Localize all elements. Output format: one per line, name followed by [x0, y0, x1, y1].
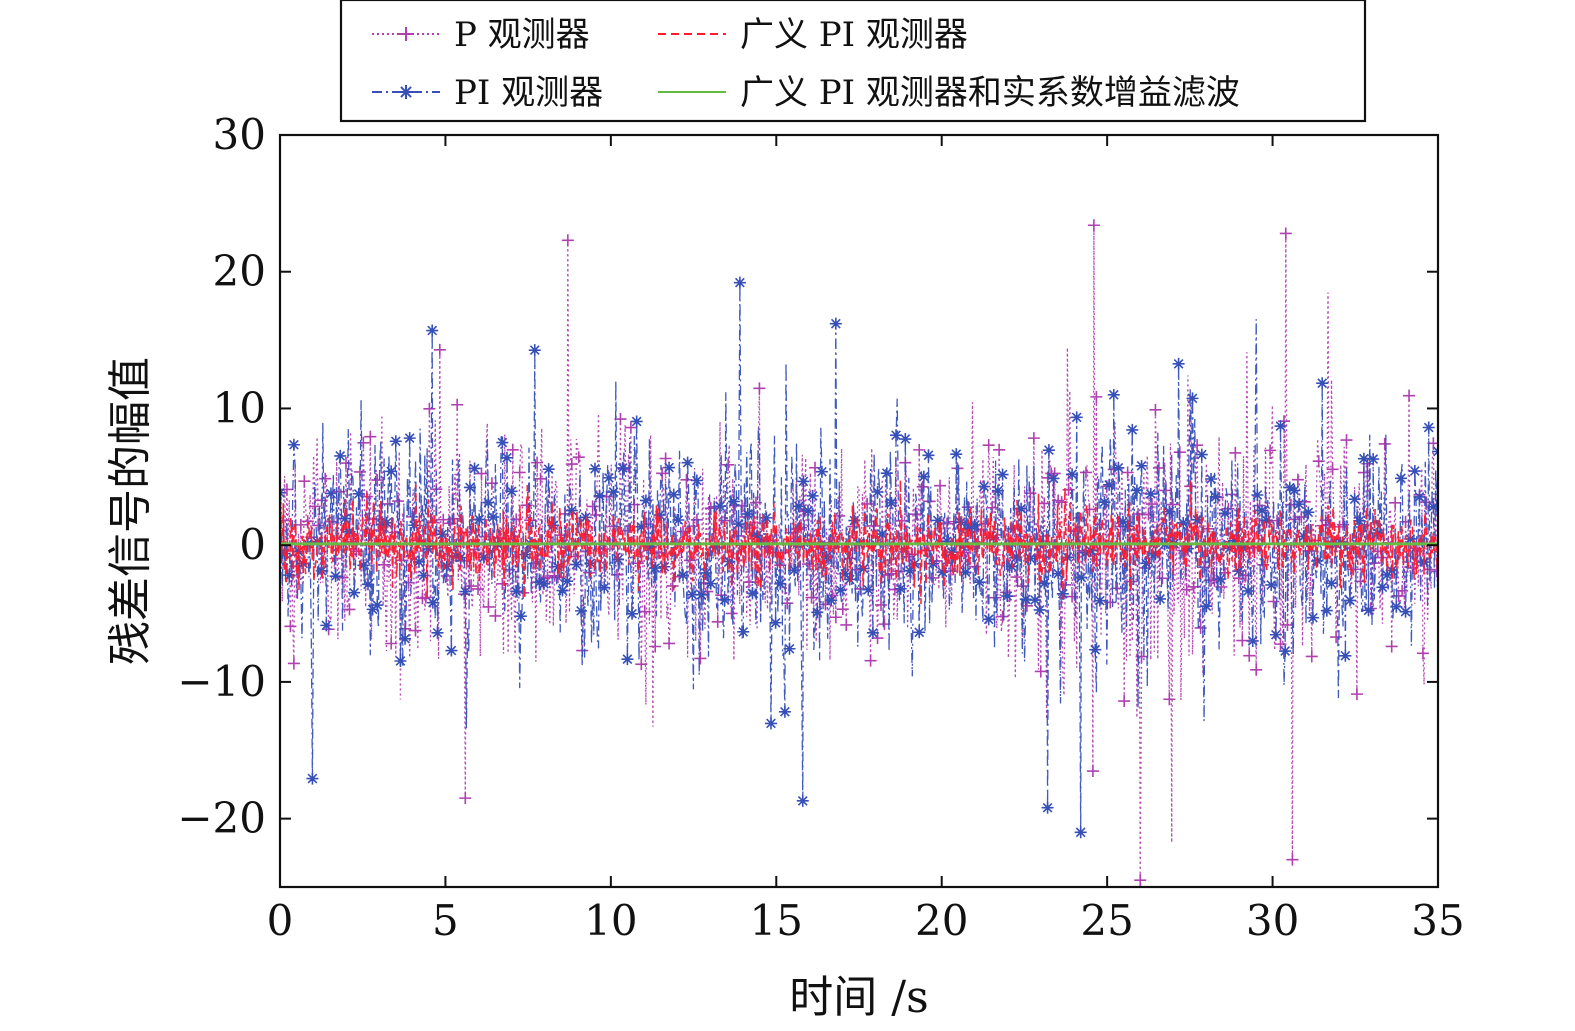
x-tick-label: 25: [1080, 896, 1133, 945]
x-tick-label: 5: [432, 896, 459, 945]
tick-layer: 0 5 10 15 20 25 30 35 −20 −10 0 10 20 30: [177, 110, 1464, 945]
y-tick-label: −20: [177, 794, 266, 843]
y-tick-label: 20: [213, 247, 266, 296]
legend-entry: P 观测器: [372, 15, 590, 55]
x-tick-label: 35: [1411, 896, 1464, 945]
y-tick-label: −10: [177, 657, 266, 706]
series-markers: [280, 276, 1438, 839]
legend-entry: 广义 PI 观测器和实系数增益滤波: [658, 73, 1240, 113]
legend-marker: [399, 27, 413, 41]
x-axis-label: 时间 /s: [789, 972, 928, 1023]
x-tick-label: 15: [750, 896, 803, 945]
x-tick-label: 10: [584, 896, 637, 945]
series-line: [280, 225, 1438, 881]
x-tick-label: 0: [267, 896, 294, 945]
x-tick-label: 30: [1246, 896, 1299, 945]
legend-label: P 观测器: [454, 15, 590, 55]
series-layer: [280, 219, 1438, 887]
y-tick-label: 10: [213, 383, 266, 432]
plot-area-frame: [278, 133, 1440, 889]
x-tick-label: 20: [915, 896, 968, 945]
legend-label: 广义 PI 观测器: [740, 15, 968, 55]
legend-box: [339, 0, 1367, 123]
y-axis-label: 残差信号的幅值: [105, 357, 156, 665]
y-tick-label: 0: [239, 520, 266, 569]
legend-marker: [399, 85, 413, 99]
legend-entry: 广义 PI 观测器: [658, 15, 968, 55]
y-tick-label: 30: [213, 110, 266, 159]
legend-entry: PI 观测器: [372, 73, 603, 113]
legend-label: PI 观测器: [454, 73, 603, 113]
legend-label: 广义 PI 观测器和实系数增益滤波: [740, 73, 1240, 113]
